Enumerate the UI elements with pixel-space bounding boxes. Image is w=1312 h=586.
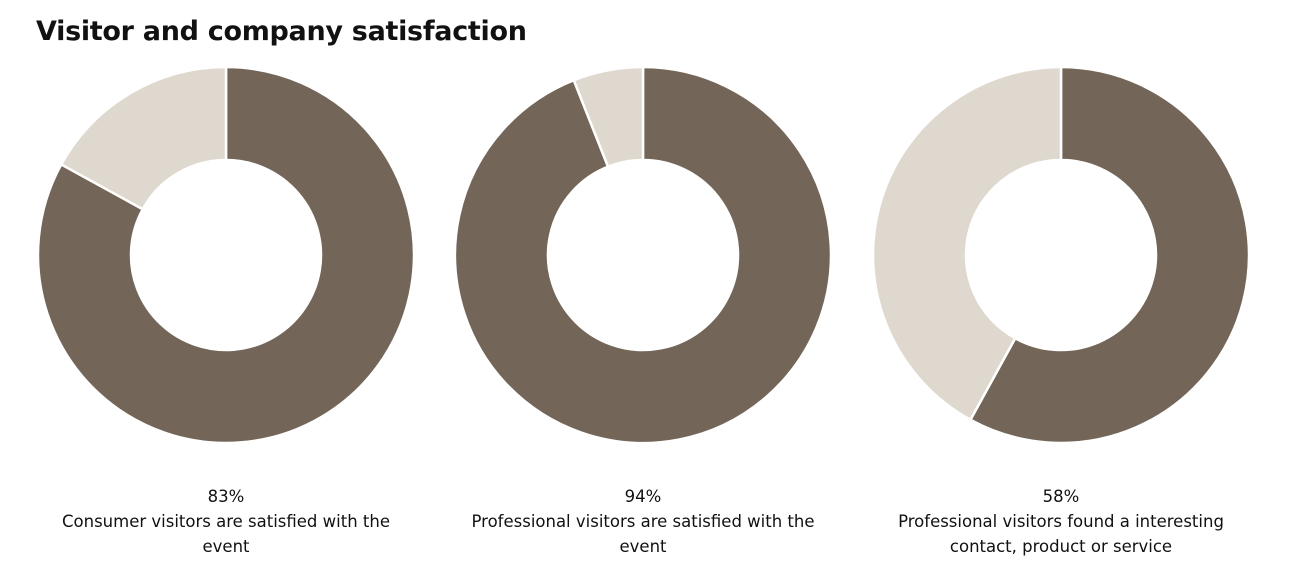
donut-segment — [572, 65, 645, 169]
page-title: Visitor and company satisfaction — [36, 16, 527, 47]
value-label: 83% — [207, 487, 245, 506]
donut-segment — [453, 65, 833, 445]
charts — [36, 65, 1251, 445]
caption: Professional visitors are satisfied with… — [471, 512, 815, 556]
value-label: 58% — [1042, 487, 1080, 506]
donut-segment — [968, 65, 1251, 445]
caption: Consumer visitors are satisfied with the… — [62, 512, 390, 556]
donut-segment — [59, 65, 228, 211]
caption: Professional visitors found a interestin… — [898, 512, 1224, 556]
donut-segment — [871, 65, 1063, 422]
donut-segment — [36, 65, 416, 445]
value-label: 94% — [624, 487, 662, 506]
